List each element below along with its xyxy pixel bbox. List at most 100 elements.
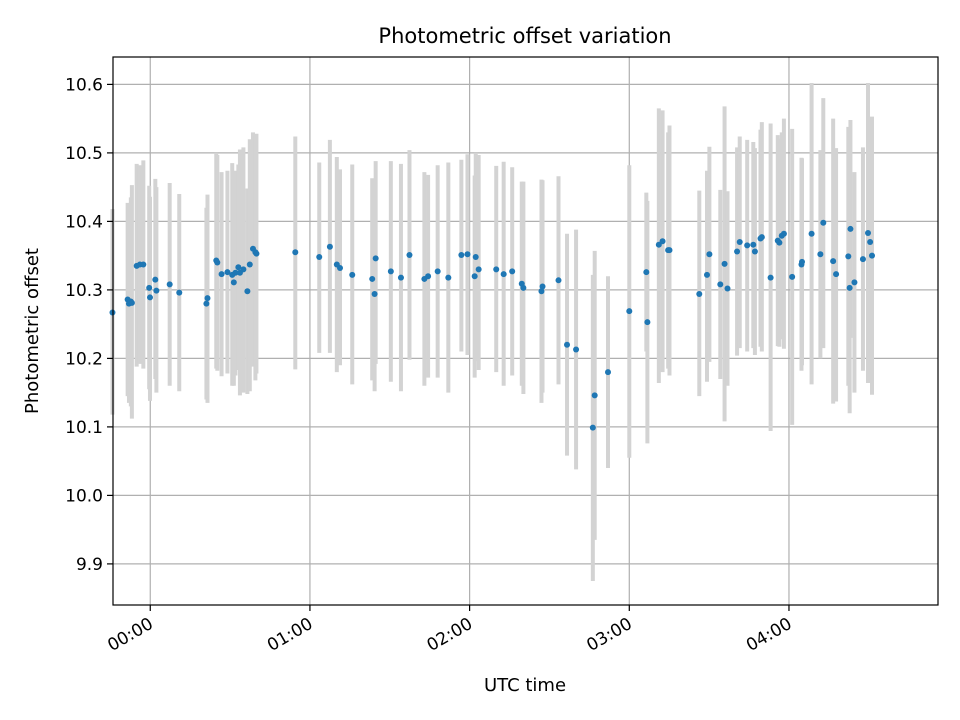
data-point — [724, 285, 731, 292]
data-point — [666, 247, 673, 254]
data-point — [817, 251, 824, 258]
data-point — [509, 268, 516, 275]
data-point — [643, 269, 650, 276]
data-point — [539, 283, 546, 290]
data-point — [316, 254, 323, 261]
data-point — [235, 264, 242, 271]
data-point — [659, 238, 666, 245]
data-point — [445, 274, 452, 281]
data-point — [830, 258, 837, 265]
data-point — [349, 271, 356, 278]
data-point — [799, 258, 806, 265]
data-point — [326, 243, 333, 250]
data-point — [538, 288, 545, 295]
data-point — [846, 284, 853, 291]
y-tick-label: 10.6 — [65, 75, 103, 95]
data-point — [767, 274, 774, 281]
data-point — [859, 256, 866, 263]
data-point — [218, 271, 225, 278]
data-point — [203, 300, 210, 307]
data-point — [166, 281, 173, 288]
y-axis-label: Photometric offset — [22, 248, 43, 414]
data-point — [851, 279, 858, 286]
y-tick-label: 10.5 — [65, 144, 103, 164]
data-point — [214, 259, 221, 266]
data-point — [721, 260, 728, 267]
data-point — [555, 277, 562, 284]
y-tick-label: 10.1 — [65, 418, 103, 438]
data-point — [820, 219, 827, 226]
data-point — [387, 268, 394, 275]
data-point — [605, 369, 611, 376]
data-point — [704, 271, 710, 278]
data-point — [493, 266, 500, 273]
data-point — [152, 276, 159, 283]
data-point — [865, 230, 872, 237]
data-point — [776, 239, 783, 246]
data-point — [472, 254, 479, 261]
data-point — [397, 274, 404, 281]
data-point — [230, 279, 237, 286]
axes-frame — [112, 56, 939, 606]
y-tick-label: 9.9 — [76, 555, 103, 575]
data-point — [758, 234, 765, 241]
y-axis-ticks: 9.9 10.0 10.1 10.2 10.3 10.4 10.5 10.6 — [65, 75, 113, 575]
chart-title: Photometric offset variation — [378, 24, 671, 48]
data-point — [736, 238, 743, 245]
data-point — [464, 251, 471, 258]
data-point — [372, 255, 379, 262]
data-point — [750, 241, 757, 248]
data-point — [626, 308, 633, 315]
data-point — [458, 251, 465, 258]
data-point — [867, 238, 874, 245]
y-tick-label: 10.3 — [65, 281, 103, 301]
data-point — [369, 275, 376, 282]
data-point — [744, 242, 751, 249]
data-point — [471, 273, 478, 280]
data-point — [204, 295, 211, 302]
data-point — [232, 269, 239, 276]
data-point — [706, 251, 713, 258]
y-tick-label: 10.4 — [65, 212, 103, 232]
data-point — [500, 271, 507, 278]
data-point — [371, 291, 378, 298]
data-point — [337, 264, 344, 271]
data-point — [591, 392, 598, 399]
data-point — [520, 284, 527, 291]
data-point — [244, 288, 251, 295]
data-point — [128, 299, 135, 306]
data-points — [109, 219, 875, 431]
data-point — [253, 250, 260, 257]
data-point — [425, 273, 432, 280]
data-point — [224, 269, 231, 276]
data-point — [789, 273, 796, 280]
data-point — [564, 341, 571, 348]
data-point — [176, 289, 183, 296]
data-point — [833, 271, 840, 278]
data-point — [573, 346, 580, 353]
data-point — [751, 248, 758, 255]
data-point — [406, 251, 413, 258]
y-tick-label: 10.2 — [65, 349, 103, 369]
data-point — [146, 284, 153, 291]
data-point — [847, 225, 854, 232]
data-point — [292, 249, 299, 256]
data-point — [869, 252, 875, 259]
data-point — [146, 294, 153, 301]
data-point — [434, 268, 441, 275]
data-point — [808, 230, 815, 237]
data-point — [475, 266, 482, 273]
data-point — [644, 319, 651, 326]
data-point — [717, 281, 724, 288]
data-point — [778, 232, 785, 239]
data-point — [140, 261, 147, 268]
data-point — [589, 424, 596, 431]
y-tick-label: 10.0 — [65, 486, 103, 506]
x-axis-label: UTC time — [484, 675, 566, 696]
data-point — [153, 287, 160, 294]
data-point — [845, 253, 852, 260]
data-point — [246, 261, 253, 268]
data-point — [696, 291, 703, 298]
data-point — [240, 266, 247, 273]
